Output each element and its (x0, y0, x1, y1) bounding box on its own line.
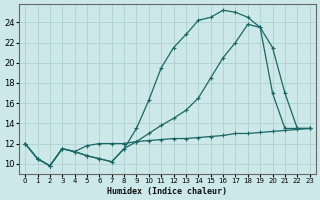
X-axis label: Humidex (Indice chaleur): Humidex (Indice chaleur) (108, 187, 228, 196)
